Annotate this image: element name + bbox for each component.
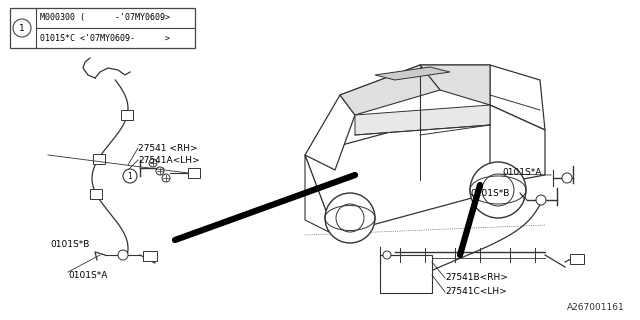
Circle shape: [156, 167, 164, 175]
Text: 27541 <RH>: 27541 <RH>: [138, 143, 198, 153]
Text: 1: 1: [127, 172, 132, 180]
Polygon shape: [340, 65, 490, 115]
Bar: [90, 189, 102, 199]
Circle shape: [470, 162, 526, 218]
Text: 0101S*A: 0101S*A: [68, 270, 108, 279]
Bar: [143, 251, 157, 261]
Circle shape: [562, 173, 572, 183]
Circle shape: [482, 174, 514, 206]
Circle shape: [336, 204, 364, 232]
Polygon shape: [340, 65, 440, 115]
Polygon shape: [375, 67, 450, 80]
Circle shape: [149, 159, 157, 167]
Polygon shape: [490, 105, 545, 185]
Text: M000300 (      -'07MY0609>: M000300 ( -'07MY0609>: [40, 12, 170, 21]
Circle shape: [325, 193, 375, 243]
Polygon shape: [305, 155, 335, 235]
Text: 1: 1: [19, 23, 25, 33]
Polygon shape: [305, 105, 520, 235]
Bar: [188, 168, 200, 178]
Bar: [570, 254, 584, 264]
Polygon shape: [490, 65, 545, 130]
Bar: [121, 110, 133, 120]
Circle shape: [123, 169, 137, 183]
Text: 0101S*B: 0101S*B: [50, 239, 90, 249]
Circle shape: [162, 174, 170, 182]
Text: 0101S*B: 0101S*B: [470, 188, 509, 197]
Polygon shape: [420, 65, 490, 105]
Circle shape: [383, 251, 391, 259]
Circle shape: [13, 19, 31, 37]
Text: 0101S*C <'07MY0609-      >: 0101S*C <'07MY0609- >: [40, 34, 170, 43]
Circle shape: [118, 250, 128, 260]
Bar: [380, 255, 432, 293]
Text: 27541B<RH>: 27541B<RH>: [445, 274, 508, 283]
Bar: [10, 8, 195, 48]
Bar: [93, 154, 104, 164]
Polygon shape: [305, 95, 355, 170]
Text: A267001161: A267001161: [567, 303, 625, 312]
Circle shape: [536, 195, 546, 205]
Text: 0101S*A: 0101S*A: [502, 167, 541, 177]
Text: 27541C<LH>: 27541C<LH>: [445, 287, 507, 297]
Polygon shape: [355, 105, 490, 135]
Text: 27541A<LH>: 27541A<LH>: [138, 156, 200, 164]
